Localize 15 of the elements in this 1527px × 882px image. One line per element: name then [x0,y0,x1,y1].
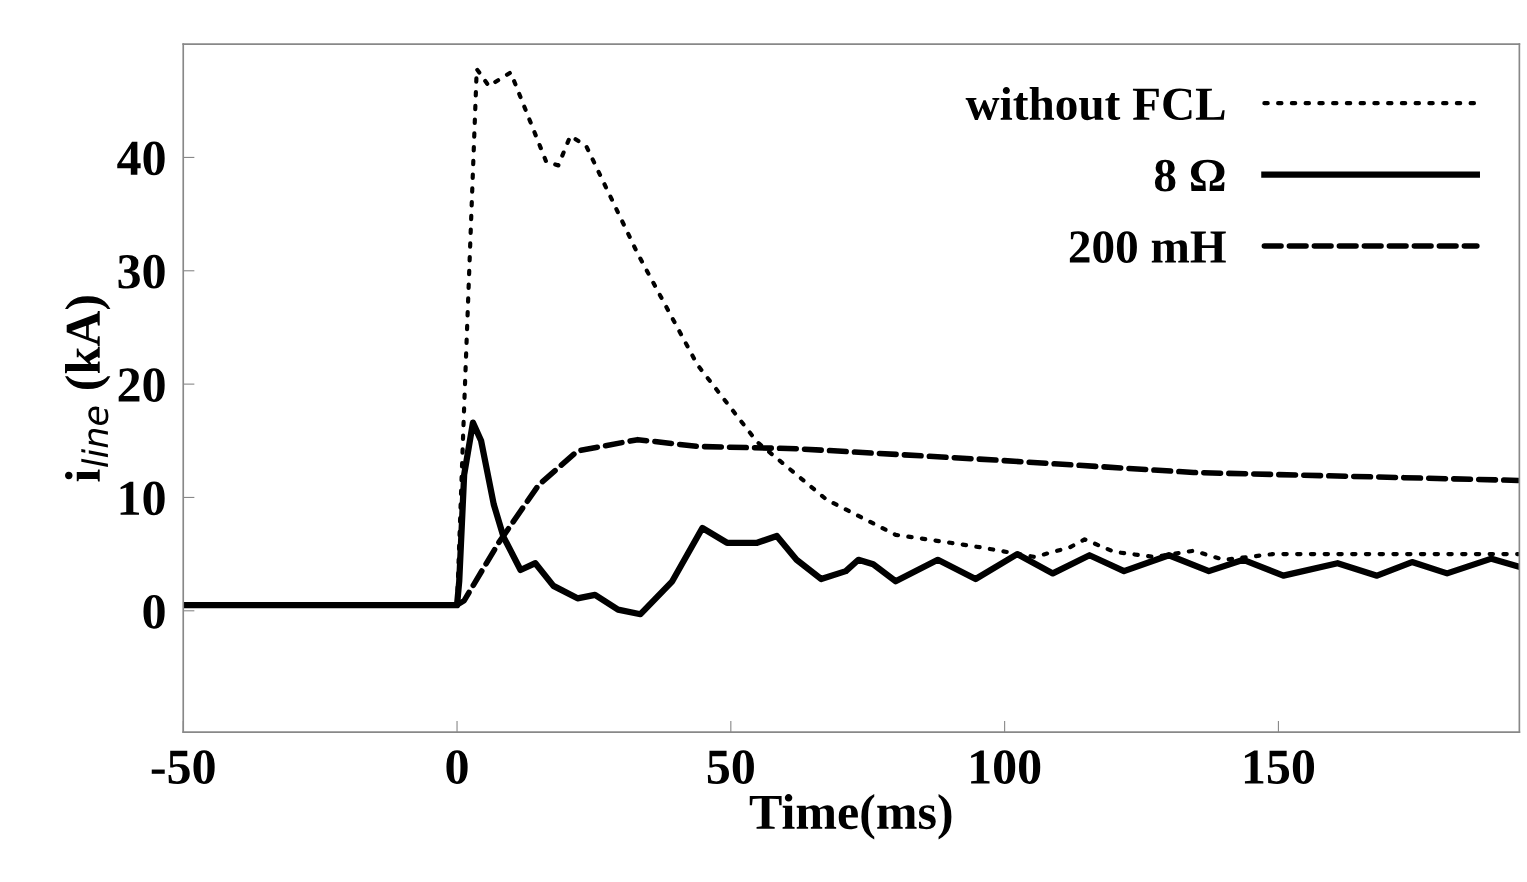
y-tick-label: 0 [143,594,165,629]
x-tick-label: 50 [707,750,754,784]
y-tick-label: 40 [117,141,165,176]
y-tick-label: 10 [120,481,165,516]
x-tick-label: -50 [151,750,215,784]
x-tick-label: 0 [446,750,468,784]
legend-label: 200 mH [1069,231,1226,264]
x-tick-label: 100 [971,750,1041,784]
y-tick-label: 20 [118,368,165,402]
y-tick-label: 30 [118,254,165,289]
legend-label: 8 Ω [1154,159,1225,192]
x-axis-title: Time(ms) [749,794,952,840]
x-tick-label: 150 [1244,750,1315,784]
y-axis-title: i$_{line}$ (kA) [65,296,111,482]
legend-label: without FCL [965,86,1225,121]
